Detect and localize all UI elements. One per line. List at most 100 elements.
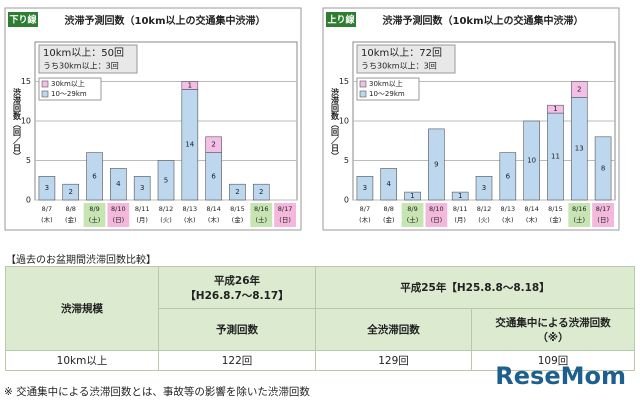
bar-value-label: 1 bbox=[410, 192, 414, 200]
x-tick-weekday: (火) bbox=[478, 216, 490, 224]
x-tick-label: 8/16 bbox=[572, 205, 587, 213]
x-tick-label: 8/13 bbox=[501, 205, 516, 213]
summary-box bbox=[356, 44, 456, 74]
bar-segment bbox=[594, 136, 612, 201]
x-tick-weekday: (金) bbox=[383, 215, 395, 224]
bar-segment bbox=[110, 168, 127, 201]
x-tick-label: 8/7 bbox=[42, 205, 52, 213]
bar-value-label: 3 bbox=[45, 184, 49, 192]
x-tick-label: 8/14 bbox=[524, 205, 539, 213]
x-tick-label: 8/16 bbox=[254, 205, 269, 213]
bar-segment bbox=[499, 152, 517, 201]
x-tick-label: 8/8 bbox=[383, 205, 393, 213]
x-tick-label: 8/8 bbox=[65, 205, 75, 213]
legend-box bbox=[356, 77, 420, 101]
summary-line: うち30km以上：3回 bbox=[361, 62, 437, 71]
x-tick-label: 8/9 bbox=[89, 205, 99, 213]
category-highlight bbox=[568, 203, 591, 227]
x-tick-weekday: (木) bbox=[359, 215, 371, 224]
x-tick-weekday: (月) bbox=[454, 216, 466, 224]
x-tick-label: 8/15 bbox=[230, 205, 245, 213]
bar-segment bbox=[475, 176, 493, 201]
bar-segment bbox=[86, 152, 103, 201]
summary-line: 10km以上：72回 bbox=[361, 47, 442, 59]
bar-segment bbox=[523, 120, 540, 201]
bar-segment bbox=[229, 183, 246, 201]
y-axis-label: 渋滞回数（回／日） bbox=[12, 87, 22, 160]
x-tick-weekday: (日) bbox=[113, 216, 125, 224]
bar-value-label: 1 bbox=[458, 192, 462, 200]
header-cell: 平成25年【H25.8.8～8.18】 bbox=[315, 266, 635, 309]
bar-value-label: 5 bbox=[164, 176, 168, 184]
bar-segment bbox=[181, 81, 199, 90]
bar-value-label: 2 bbox=[68, 188, 72, 196]
x-tick-label: 8/12 bbox=[159, 205, 174, 213]
bar-segment bbox=[356, 176, 374, 201]
watermark: ReseMom bbox=[495, 362, 626, 390]
x-tick-weekday: (土) bbox=[573, 215, 585, 224]
header-cell: 渋滞規模 bbox=[5, 266, 159, 351]
header-text: （※） bbox=[537, 331, 569, 344]
y-tick-label: 10 bbox=[339, 117, 349, 126]
bar-value-label: 13 bbox=[575, 145, 584, 153]
bar-value-label: 1 bbox=[188, 81, 192, 89]
x-tick-label: 8/17 bbox=[278, 205, 293, 213]
x-tick-weekday: (土) bbox=[89, 215, 101, 224]
bar-value-label: 6 bbox=[92, 172, 97, 180]
x-tick-label: 8/11 bbox=[453, 205, 468, 213]
bar-value-label: 1 bbox=[553, 105, 557, 113]
category-highlight bbox=[401, 203, 424, 227]
comparison-table: 渋滞規模 平成26年 【H26.8.7～8.17】 平成25年【H25.8.8～8… bbox=[5, 266, 635, 371]
legend-swatch bbox=[41, 80, 49, 88]
y-tick-label: 0 bbox=[26, 196, 31, 205]
x-tick-weekday: (水) bbox=[184, 215, 196, 224]
bar-value-label: 4 bbox=[386, 180, 391, 188]
x-tick-label: 8/15 bbox=[548, 205, 563, 213]
x-tick-weekday: (水) bbox=[502, 215, 514, 224]
summary-line: 10km以上：50回 bbox=[43, 47, 124, 59]
badge: 上り線 bbox=[327, 14, 354, 26]
x-tick-label: 8/13 bbox=[183, 205, 198, 213]
header-cell: 全渋滞回数 bbox=[315, 308, 472, 351]
summary-box bbox=[38, 44, 138, 74]
x-tick-label: 8/7 bbox=[360, 205, 370, 213]
y-tick-label: 0 bbox=[344, 196, 349, 205]
x-tick-weekday: (木) bbox=[526, 215, 538, 224]
header-text: 平成26年 bbox=[213, 274, 261, 287]
summary-line: うち30km以上：3回 bbox=[43, 62, 119, 71]
category-highlight bbox=[250, 203, 273, 227]
category-highlight bbox=[83, 203, 106, 227]
x-tick-label: 8/12 bbox=[477, 205, 492, 213]
chart-title: 渋滞予測回数（10km以上の交通集中渋滞） bbox=[383, 14, 584, 27]
bar-segment bbox=[570, 81, 588, 98]
cell: 10km以上 bbox=[5, 350, 159, 371]
bar-value-label: 11 bbox=[551, 153, 560, 161]
x-tick-label: 8/11 bbox=[135, 205, 150, 213]
legend-label: 10～29km bbox=[51, 90, 87, 98]
badge-bg bbox=[326, 12, 356, 27]
bar-segment bbox=[205, 136, 222, 153]
bar-value-label: 3 bbox=[140, 184, 144, 192]
badge: 下り線 bbox=[9, 14, 36, 26]
charts: 下り線 渋滞予測回数（10km以上の交通集中渋滞）051015渋滞回数（回／日）8… bbox=[4, 7, 620, 231]
y-tick-label: 15 bbox=[339, 77, 349, 86]
x-tick-weekday: (土) bbox=[255, 215, 267, 224]
bar-segment bbox=[428, 128, 445, 201]
bar-value-label: 2 bbox=[211, 141, 215, 149]
x-tick-weekday: (日) bbox=[431, 216, 443, 224]
x-tick-label: 8/17 bbox=[596, 205, 611, 213]
bar-value-label: 3 bbox=[482, 184, 486, 192]
bar-value-label: 6 bbox=[506, 172, 511, 180]
y-tick-label: 15 bbox=[21, 77, 31, 86]
x-tick-weekday: (火) bbox=[160, 216, 172, 224]
bar-segment bbox=[451, 191, 469, 201]
header-cell: 平成26年 【H26.8.7～8.17】 bbox=[158, 266, 316, 309]
bar-value-label: 6 bbox=[211, 172, 216, 180]
x-tick-weekday: (日) bbox=[279, 216, 291, 224]
bar-value-label: 2 bbox=[235, 188, 239, 196]
legend-label: 30km以上 bbox=[51, 79, 85, 88]
legend-swatch bbox=[359, 90, 367, 98]
bar-value-label: 4 bbox=[116, 180, 121, 188]
legend-swatch bbox=[359, 80, 367, 88]
